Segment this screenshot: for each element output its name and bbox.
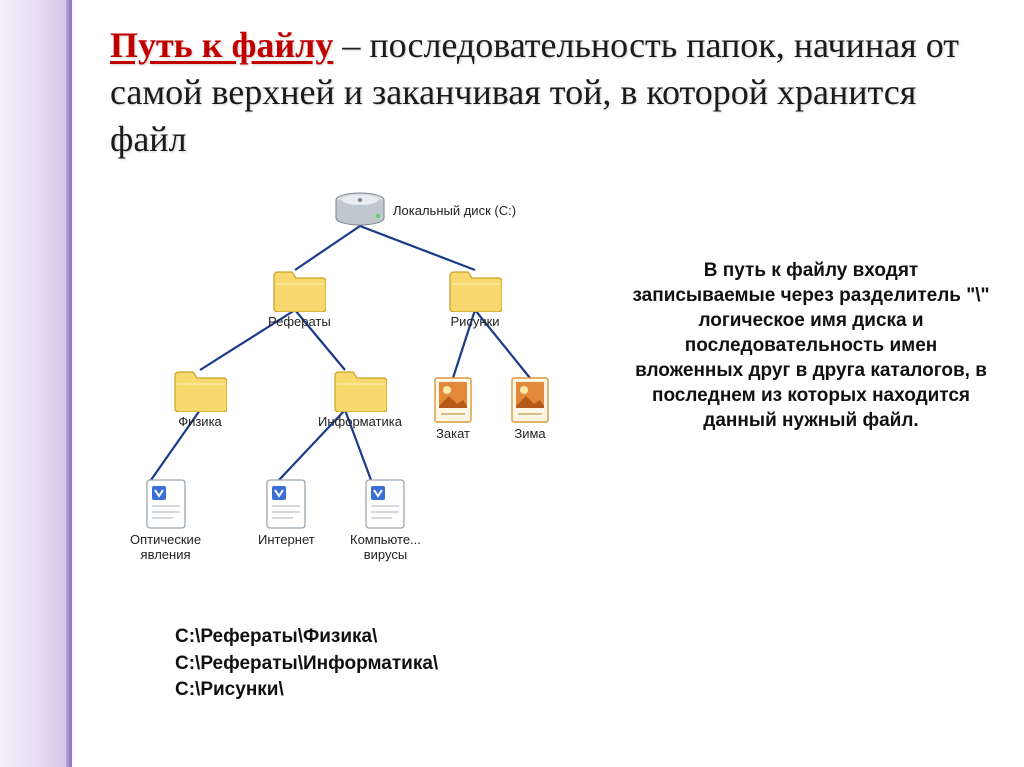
side-paragraph: В путь к файлу входят записываемые через… xyxy=(630,258,992,434)
tree-node-label: Рисунки xyxy=(450,314,499,329)
tree-node-referaty: Рефераты xyxy=(268,268,331,329)
example-path: С:\Рисунки\ xyxy=(175,677,438,704)
tree-node-risunki: Рисунки xyxy=(448,268,502,329)
tree-node-label: Закат xyxy=(436,426,470,441)
folder-icon xyxy=(448,268,502,312)
example-path: С:\Рефераты\Информатика\ xyxy=(175,651,438,678)
doc-icon xyxy=(364,478,406,530)
left-decorative-band xyxy=(0,0,68,767)
heading: Путь к файлу – последовательность папок,… xyxy=(110,22,994,162)
example-paths: С:\Рефераты\Физика\С:\Рефераты\Информати… xyxy=(175,624,438,704)
file-tree-diagram: Локальный диск (C:) Рефераты Рисунки Физика… xyxy=(118,188,626,598)
folder-icon xyxy=(272,268,326,312)
tree-node-virus: Компьюте... вирусы xyxy=(350,478,421,562)
tree-node-root: Локальный диск (C:) xyxy=(333,192,516,228)
tree-node-zima: Зима xyxy=(510,376,550,441)
example-path: С:\Рефераты\Физика\ xyxy=(175,624,438,651)
tree-node-label: Интернет xyxy=(258,532,315,547)
folder-icon xyxy=(333,368,387,412)
tree-node-label: Оптические явления xyxy=(130,532,201,562)
tree-node-label: Компьюте... вирусы xyxy=(350,532,421,562)
tree-node-label: Физика xyxy=(178,414,222,429)
tree-edge xyxy=(295,226,360,270)
drive-icon xyxy=(333,192,387,228)
tree-node-label: Рефераты xyxy=(268,314,331,329)
doc-icon xyxy=(145,478,187,530)
tree-node-inform: Информатика xyxy=(318,368,402,429)
tree-node-opt: Оптические явления xyxy=(130,478,201,562)
heading-term: Путь к файлу xyxy=(110,25,333,65)
tree-node-fizika: Физика xyxy=(173,368,227,429)
tree-node-label: Зима xyxy=(514,426,545,441)
doc-icon xyxy=(265,478,307,530)
image-icon xyxy=(510,376,550,424)
tree-node-inet: Интернет xyxy=(258,478,315,547)
folder-icon xyxy=(173,368,227,412)
slide-content: Путь к файлу – последовательность папок,… xyxy=(110,22,994,162)
tree-node-label: Информатика xyxy=(318,414,402,429)
tree-edge xyxy=(360,226,475,270)
image-icon xyxy=(433,376,473,424)
tree-node-label: Локальный диск (C:) xyxy=(393,203,516,218)
tree-node-zakat: Закат xyxy=(433,376,473,441)
